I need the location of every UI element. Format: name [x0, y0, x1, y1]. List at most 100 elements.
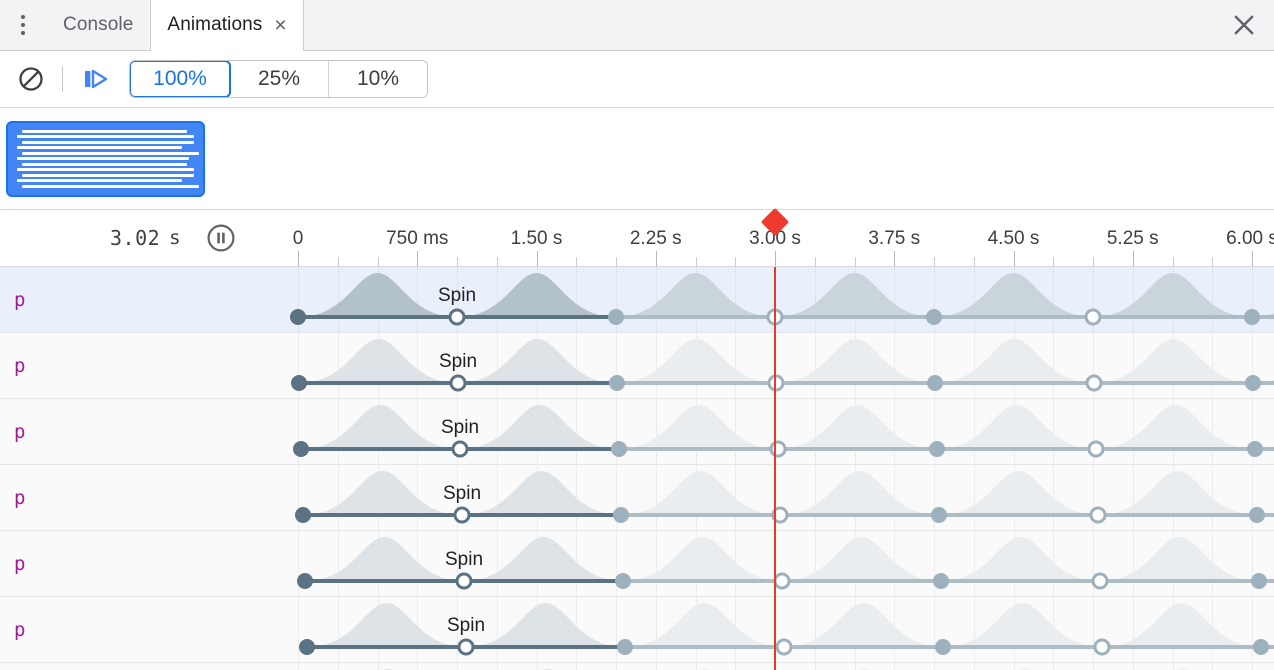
track-grid-line	[1053, 333, 1055, 398]
ruler-tick	[298, 251, 299, 266]
track-grid-line	[496, 465, 498, 530]
animation-node-label[interactable]: p	[14, 553, 26, 575]
playback-rate-10[interactable]: 10%	[329, 61, 427, 97]
animation-node-label[interactable]: p	[14, 355, 26, 377]
keyframe-marker[interactable]	[295, 507, 311, 523]
easing-curve	[298, 273, 457, 317]
keyframe-marker[interactable]	[1245, 375, 1261, 391]
more-options-icon[interactable]	[0, 0, 46, 50]
keyframe-marker[interactable]	[299, 639, 315, 655]
animation-row[interactable]: p Spin	[0, 597, 1274, 663]
keyframe-marker[interactable]	[767, 374, 785, 392]
keyframe-marker[interactable]	[449, 374, 467, 392]
keyframe-marker[interactable]	[617, 639, 633, 655]
keyframe-marker[interactable]	[457, 638, 475, 656]
keyframe-marker[interactable]	[1253, 639, 1269, 655]
keyframe-marker[interactable]	[1247, 441, 1263, 457]
replay-icon[interactable]	[77, 60, 115, 98]
keyframe-marker[interactable]	[611, 441, 627, 457]
keyframe-marker[interactable]	[453, 506, 471, 524]
animation-node-label[interactable]: p	[14, 619, 26, 641]
keyframe-marker[interactable]	[926, 309, 942, 325]
easing-curve	[457, 273, 616, 317]
animation-node-label[interactable]: p	[14, 289, 26, 311]
keyframe-marker[interactable]	[769, 440, 787, 458]
keyframe-marker[interactable]	[771, 506, 789, 524]
pause-circle-icon[interactable]	[206, 223, 236, 253]
track-grid-line	[973, 333, 975, 398]
ruler-tick-label: 1.50 s	[510, 228, 563, 249]
devtools-tabstrip: Console Animations ×	[0, 0, 1274, 51]
keyframe-marker[interactable]	[1244, 309, 1260, 325]
playback-rate-100[interactable]: 100%	[130, 61, 231, 97]
keyframe-marker[interactable]	[931, 507, 947, 523]
keyframe-marker[interactable]	[773, 572, 791, 590]
ruler-tick	[1172, 257, 1174, 266]
playback-rate-25[interactable]: 25%	[230, 61, 329, 97]
easing-curve	[776, 339, 935, 383]
animation-row[interactable]: p Spin	[0, 531, 1274, 597]
keyframe-marker[interactable]	[297, 573, 313, 589]
animation-track[interactable]: Spin	[280, 597, 1274, 662]
easing-curve	[616, 273, 775, 317]
keyframe-marker[interactable]	[933, 573, 949, 589]
keyframe-marker[interactable]	[615, 573, 631, 589]
keyframe-marker[interactable]	[1091, 572, 1109, 590]
timeline-ruler[interactable]: 0 750 ms 1.50 s 2.25 s 3.00 s 3.75 s 4.50 s 5.2…	[280, 210, 1274, 266]
keyframe-marker[interactable]	[455, 572, 473, 590]
easing-curve	[462, 471, 621, 515]
keyframe-marker[interactable]	[1251, 573, 1267, 589]
animation-track[interactable]: Spin	[280, 465, 1274, 530]
track-grid-line	[298, 465, 299, 530]
keyframe-marker[interactable]	[766, 308, 784, 326]
keyframe-marker[interactable]	[929, 441, 945, 457]
keyframe-marker[interactable]	[935, 639, 951, 655]
animation-track[interactable]: Spin	[280, 267, 1274, 332]
track-grid-line	[576, 465, 578, 530]
close-icon[interactable]	[1222, 0, 1266, 50]
animation-row[interactable]: p Spin	[0, 399, 1274, 465]
track-grid-line	[894, 333, 896, 398]
keyframe-marker[interactable]	[448, 308, 466, 326]
track-grid-line	[1132, 399, 1134, 464]
animation-row[interactable]: p Spin	[0, 663, 1274, 670]
preview-stripe	[22, 140, 194, 144]
tab-animations[interactable]: Animations ×	[150, 0, 304, 51]
animation-row[interactable]: p Spin	[0, 465, 1274, 531]
animation-node-label[interactable]: p	[14, 663, 25, 670]
keyframe-marker[interactable]	[927, 375, 943, 391]
track-grid-line	[814, 333, 816, 398]
tab-close-icon[interactable]: ×	[274, 13, 287, 37]
tab-console[interactable]: Console	[46, 0, 150, 50]
track-grid-line	[457, 267, 458, 332]
animation-row[interactable]: p Spin	[0, 333, 1274, 399]
animation-track[interactable]: Spin	[280, 663, 1274, 670]
track-grid-line	[337, 663, 339, 670]
animation-node-label[interactable]: p	[14, 487, 26, 509]
keyframe-marker[interactable]	[1087, 440, 1105, 458]
track-grid-line	[1212, 663, 1214, 670]
animation-node-label[interactable]: p	[14, 421, 26, 443]
keyframe-marker[interactable]	[290, 309, 306, 325]
keyframe-marker[interactable]	[613, 507, 629, 523]
clear-all-icon[interactable]	[12, 60, 50, 98]
ruler-tick	[457, 257, 458, 266]
animation-track[interactable]: Spin	[280, 531, 1274, 596]
keyframe-marker[interactable]	[1089, 506, 1107, 524]
keyframe-marker[interactable]	[293, 441, 309, 457]
keyframe-marker[interactable]	[1085, 374, 1103, 392]
keyframe-marker[interactable]	[1249, 507, 1265, 523]
animation-track[interactable]: Spin	[280, 333, 1274, 398]
animation-row[interactable]: p Spin	[0, 267, 1274, 333]
keyframe-marker[interactable]	[451, 440, 469, 458]
keyframe-marker[interactable]	[775, 638, 793, 656]
keyframe-marker[interactable]	[291, 375, 307, 391]
keyframe-marker[interactable]	[1084, 308, 1102, 326]
track-grid-line	[655, 399, 657, 464]
animation-group-preview-1[interactable]	[6, 120, 205, 197]
easing-curve	[934, 273, 1093, 317]
keyframe-marker[interactable]	[609, 375, 625, 391]
keyframe-marker[interactable]	[608, 309, 624, 325]
keyframe-marker[interactable]	[1093, 638, 1111, 656]
animation-track[interactable]: Spin	[280, 399, 1274, 464]
